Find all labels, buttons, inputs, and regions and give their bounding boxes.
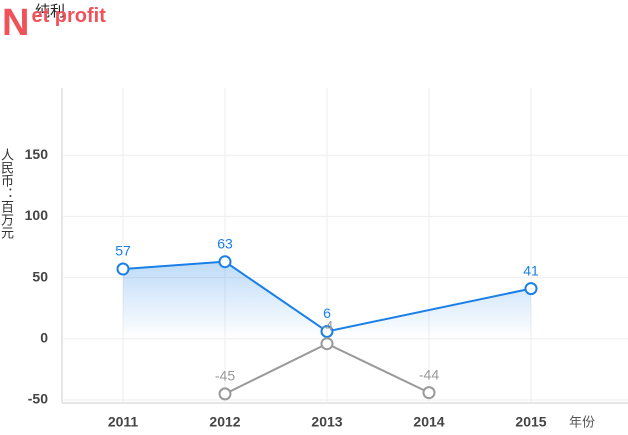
data-label: -44 [419,366,439,382]
data-label: 6 [323,305,331,321]
data-label: 57 [115,243,131,259]
y-tick-label: -50 [28,391,48,407]
point [116,262,130,276]
point [422,386,436,400]
y-tick-label: 50 [32,268,48,284]
data-label: -45 [215,368,235,384]
data-label: 41 [523,262,539,278]
x-axis-label: 年份 [569,414,595,429]
chart-title: Net profit [2,2,106,44]
x-tick-label: 2012 [209,414,240,430]
point [320,324,334,338]
x-tick-label: 2011 [108,414,139,430]
data-label: 63 [217,235,233,251]
x-tick-label: 2013 [311,414,342,430]
line [122,260,532,333]
y-tick-label: 100 [25,207,49,223]
y-axis-label: 人民币：百万元 [0,148,14,239]
point [320,337,334,351]
data-label: -4 [321,317,334,333]
y-tick-label: 150 [25,146,49,162]
chart-subtitle: 纯利 [35,3,66,20]
point [524,282,538,296]
x-tick-label: 2014 [413,414,444,430]
point [218,255,232,269]
x-tick-label: 2015 [515,414,546,430]
point [218,387,232,401]
y-tick-label: 0 [40,330,48,346]
area [123,261,531,339]
